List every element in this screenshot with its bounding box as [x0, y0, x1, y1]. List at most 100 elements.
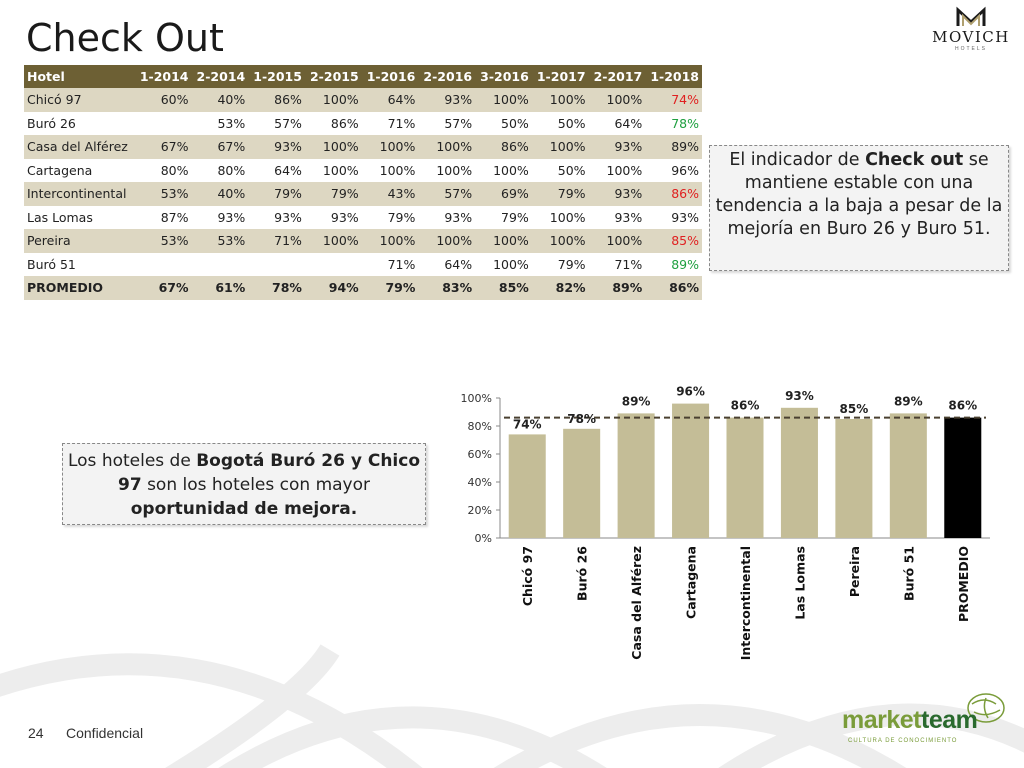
- value-cell: 93%: [588, 182, 646, 206]
- value-cell: 100%: [418, 158, 476, 182]
- value-cell: 100%: [304, 158, 362, 182]
- value-cell: 80%: [191, 158, 249, 182]
- value-cell: 87%: [134, 205, 192, 229]
- data-label: 89%: [894, 394, 923, 408]
- callout-opp-bold-2: oportunidad de mejora.: [130, 499, 358, 519]
- value-cell: 79%: [531, 182, 589, 206]
- category-label: Intercontinental: [738, 546, 753, 660]
- brand-tagline: CULTURA DE CONOCIMIENTO: [848, 738, 958, 744]
- bar: [780, 407, 818, 538]
- header-period: 2-2015: [304, 65, 362, 88]
- header-period: 1-2017: [531, 65, 589, 88]
- average-value-cell: 78%: [248, 276, 305, 300]
- table-row: Cartagena 80% 80% 64% 100% 100% 100% 100% 50% 100…: [24, 158, 702, 182]
- callout-opp-bold-1: Bogotá Buró 26 y Chico 97: [118, 451, 420, 495]
- value-cell: 100%: [304, 229, 362, 253]
- brain-icon: [967, 693, 1005, 723]
- value-cell: 86%: [248, 88, 305, 112]
- callout-trend-text-2: se mantiene estable con una tendencia a …: [715, 150, 1003, 239]
- value-cell: 69%: [475, 182, 532, 206]
- table-row: Intercontinental 53% 40% 79% 79% 43% 57% 69% 79%…: [24, 182, 702, 206]
- value-cell: 53%: [134, 182, 192, 206]
- value-cell: 50%: [531, 111, 589, 135]
- value-cell: 64%: [418, 252, 476, 276]
- hotel-name-cell: Buró 26: [24, 111, 135, 135]
- value-cell: 100%: [588, 88, 646, 112]
- value-cell: 93%: [418, 88, 476, 112]
- value-cell: 100%: [475, 158, 532, 182]
- value-cell: 100%: [588, 229, 646, 253]
- brand-name-part1: market: [842, 706, 922, 734]
- value-cell: 100%: [531, 88, 589, 112]
- average-value-cell: 85%: [475, 276, 532, 300]
- value-cell: 79%: [531, 252, 589, 276]
- header-period: 2-2014: [191, 65, 249, 88]
- value-cell: 53%: [191, 111, 249, 135]
- value-cell: 93%: [191, 205, 249, 229]
- value-cell: 89%: [645, 252, 702, 276]
- category-label: Las Lomas: [792, 546, 807, 620]
- hotel-name-cell: Las Lomas: [24, 205, 135, 229]
- hotel-name-cell: Chicó 97: [24, 88, 135, 112]
- y-tick-label: 0%: [475, 532, 492, 545]
- category-label: Chicó 97: [520, 546, 535, 606]
- value-cell: 93%: [588, 135, 646, 159]
- value-cell: 79%: [304, 182, 362, 206]
- value-cell: 89%: [645, 135, 702, 159]
- category-label: Cartagena: [684, 546, 699, 619]
- movich-m-icon: [956, 6, 986, 26]
- value-cell: 74%: [645, 88, 702, 112]
- value-cell: 53%: [134, 229, 192, 253]
- hotel-name-cell: Buró 51: [24, 252, 135, 276]
- table-row: Chicó 97 60% 40% 86% 100% 64% 93% 100% 100% 100% 7…: [24, 88, 702, 112]
- bar: [726, 417, 764, 538]
- value-cell: [134, 111, 192, 135]
- y-tick-label: 40%: [468, 476, 492, 489]
- data-label: 85%: [840, 402, 869, 416]
- average-value-cell: 94%: [304, 276, 362, 300]
- value-cell: 93%: [304, 205, 362, 229]
- value-cell: 100%: [475, 252, 532, 276]
- checkout-bar-chart: 0% 20% 40% 60% 80% 100% 74% 78% 89% 96% 86% 93% 85% 8…: [461, 385, 990, 660]
- value-cell: 93%: [248, 135, 305, 159]
- logo-name: MOVICH: [932, 28, 1010, 46]
- value-cell: 57%: [418, 182, 476, 206]
- y-tick-label: 20%: [468, 504, 492, 517]
- data-label: 89%: [622, 394, 651, 408]
- data-label: 93%: [785, 389, 814, 403]
- value-cell: 40%: [191, 182, 249, 206]
- header-hotel: Hotel: [24, 65, 135, 88]
- value-cell: 100%: [304, 88, 362, 112]
- value-cell: 93%: [645, 205, 702, 229]
- header-period: 1-2015: [248, 65, 305, 88]
- average-value-cell: 83%: [418, 276, 476, 300]
- data-label: 86%: [948, 399, 977, 413]
- movich-logo: MOVICH HOTELS: [918, 6, 1024, 56]
- table-row: Casa del Alférez 67% 67% 93% 100% 100% 100% 86%…: [24, 135, 702, 159]
- value-cell: 96%: [645, 158, 702, 182]
- callout-opp-text-1: Los hoteles de: [67, 451, 197, 471]
- bar: [563, 428, 601, 538]
- table-row: Buró 51 71% 64% 100% 79% 71% 89%: [24, 252, 702, 276]
- value-cell: 40%: [191, 88, 249, 112]
- value-cell: 50%: [531, 158, 589, 182]
- data-label: 74%: [513, 417, 542, 431]
- value-cell: 93%: [418, 205, 476, 229]
- header-period: 1-2018: [645, 65, 702, 88]
- value-cell: 57%: [248, 111, 305, 135]
- hotel-name-cell: Pereira: [24, 229, 135, 253]
- category-label: PROMEDIO: [956, 546, 971, 622]
- table-row: Pereira 53% 53% 71% 100% 100% 100% 100% 100% 100%…: [24, 229, 702, 253]
- category-label: Buró 26: [575, 546, 590, 601]
- value-cell: 93%: [248, 205, 305, 229]
- brand-name: marketteam: [842, 706, 978, 735]
- value-cell: 100%: [418, 229, 476, 253]
- average-value-cell: 79%: [361, 276, 419, 300]
- data-label: 86%: [731, 399, 760, 413]
- average-value-cell: 89%: [588, 276, 646, 300]
- value-cell: [134, 252, 192, 276]
- header-period: 1-2016: [361, 65, 419, 88]
- value-cell: 71%: [248, 229, 305, 253]
- value-cell: 53%: [191, 229, 249, 253]
